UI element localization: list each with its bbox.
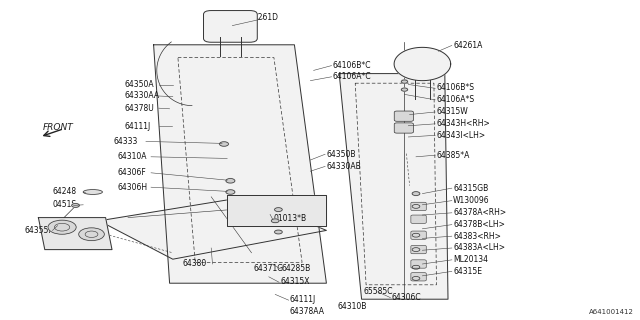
Text: 64261D: 64261D [248, 13, 278, 22]
Text: 64106A*C: 64106A*C [333, 72, 371, 81]
Text: 64106B*C: 64106B*C [333, 61, 371, 70]
Circle shape [401, 80, 408, 83]
Text: W130096: W130096 [453, 196, 490, 205]
Text: 64378AA: 64378AA [290, 307, 325, 316]
Circle shape [226, 190, 235, 194]
Text: 64378U: 64378U [125, 104, 154, 113]
Text: 64248: 64248 [52, 188, 77, 196]
Text: 64111J: 64111J [125, 122, 151, 131]
Text: 64315E: 64315E [453, 267, 482, 276]
Circle shape [412, 265, 420, 269]
Circle shape [412, 248, 420, 252]
Text: 01013*B: 01013*B [274, 214, 307, 223]
FancyBboxPatch shape [394, 111, 413, 121]
Polygon shape [154, 45, 326, 283]
Text: 64378B<LH>: 64378B<LH> [453, 220, 505, 229]
Text: 64106A*S: 64106A*S [436, 95, 475, 104]
Text: 64385*A: 64385*A [436, 151, 470, 160]
Circle shape [275, 230, 282, 234]
Polygon shape [339, 74, 448, 299]
Text: 64333: 64333 [114, 137, 138, 146]
Polygon shape [99, 197, 326, 259]
Text: 64315GB: 64315GB [453, 184, 488, 193]
Text: 64343I<LH>: 64343I<LH> [436, 131, 486, 140]
Text: 64378A<RH>: 64378A<RH> [453, 208, 506, 217]
Circle shape [72, 204, 79, 207]
Circle shape [275, 208, 282, 212]
Circle shape [79, 228, 104, 241]
Text: A641001412: A641001412 [589, 309, 634, 315]
Circle shape [412, 204, 420, 208]
FancyBboxPatch shape [394, 123, 413, 133]
Text: 65585C: 65585C [364, 287, 393, 296]
Text: 0451S: 0451S [52, 200, 77, 209]
Text: 64261A: 64261A [453, 41, 483, 50]
Text: 64355P: 64355P [24, 226, 53, 235]
Circle shape [412, 276, 420, 280]
Text: 64306H: 64306H [117, 183, 147, 192]
Text: 64306C: 64306C [392, 293, 421, 302]
FancyBboxPatch shape [411, 260, 426, 268]
Text: 64106B*S: 64106B*S [436, 84, 474, 92]
FancyBboxPatch shape [411, 273, 426, 281]
Text: 64315W: 64315W [436, 108, 468, 116]
Text: 64306F: 64306F [117, 168, 146, 177]
Text: 64380: 64380 [182, 260, 207, 268]
Circle shape [48, 220, 76, 234]
Polygon shape [227, 195, 326, 226]
Text: FRONT: FRONT [43, 124, 74, 132]
Text: 64350B: 64350B [326, 150, 356, 159]
Text: 64315X: 64315X [280, 277, 310, 286]
FancyBboxPatch shape [411, 202, 426, 211]
FancyBboxPatch shape [411, 231, 426, 239]
Text: 64371G: 64371G [253, 264, 284, 273]
Text: 64330AA: 64330AA [125, 92, 160, 100]
Ellipse shape [83, 189, 102, 194]
Circle shape [220, 142, 228, 146]
Circle shape [271, 219, 279, 223]
Circle shape [412, 192, 420, 196]
Text: 64383A<LH>: 64383A<LH> [453, 244, 505, 252]
Polygon shape [394, 47, 451, 81]
Text: 64343H<RH>: 64343H<RH> [436, 119, 490, 128]
Circle shape [226, 179, 235, 183]
Text: 64350A: 64350A [125, 80, 154, 89]
FancyBboxPatch shape [411, 245, 426, 254]
Text: 64111J: 64111J [290, 295, 316, 304]
Text: 64310A: 64310A [117, 152, 147, 161]
FancyBboxPatch shape [204, 11, 257, 42]
Text: 64310B: 64310B [338, 302, 367, 311]
Text: 64330AB: 64330AB [326, 162, 361, 171]
FancyBboxPatch shape [411, 215, 426, 223]
Circle shape [412, 233, 420, 237]
Text: ML20134: ML20134 [453, 255, 488, 264]
Text: 64383<RH>: 64383<RH> [453, 232, 501, 241]
Text: 64285B: 64285B [282, 264, 311, 273]
Circle shape [401, 88, 408, 91]
Polygon shape [38, 218, 112, 250]
